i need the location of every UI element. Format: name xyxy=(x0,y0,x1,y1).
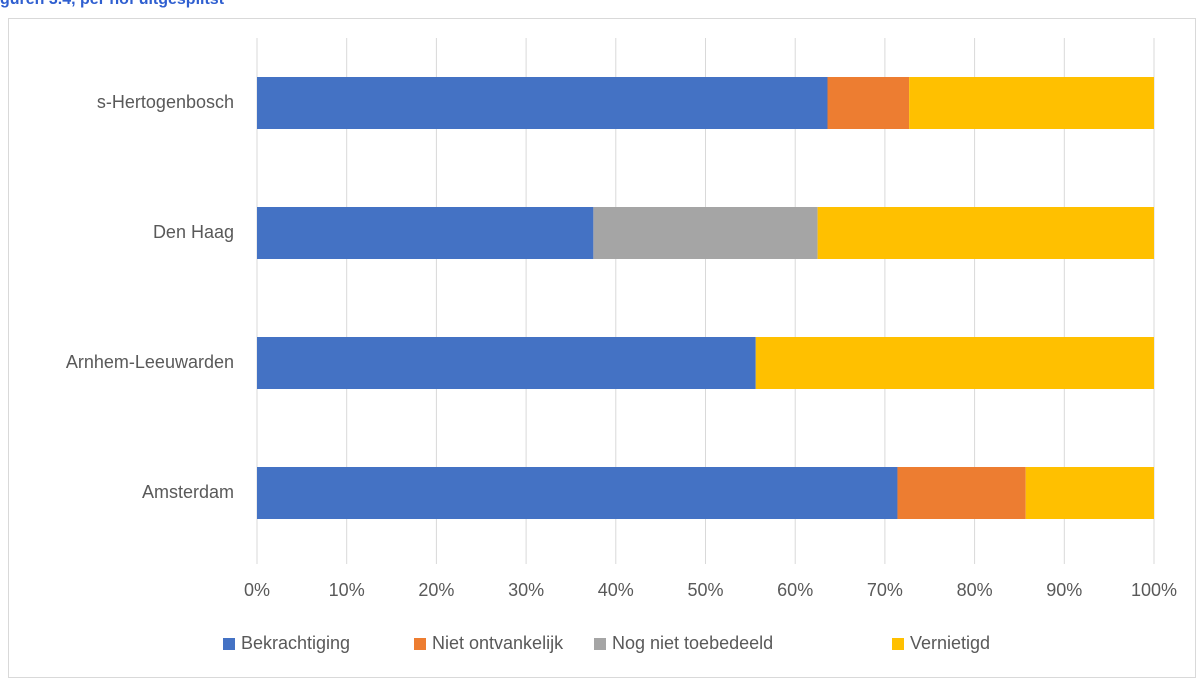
x-tick-label: 10% xyxy=(329,580,365,600)
legend-label: Niet ontvankelijk xyxy=(432,633,564,653)
legend: Bekrachtiging Niet ontvankelijk Nog niet t… xyxy=(223,633,990,653)
bar-segment xyxy=(817,207,1154,259)
category-label: s-Hertogenbosch xyxy=(97,92,234,112)
x-tick-label: 70% xyxy=(867,580,903,600)
legend-label: Nog niet toebedeeld xyxy=(612,633,773,653)
category-label: Amsterdam xyxy=(142,482,234,502)
legend-swatch xyxy=(594,638,606,650)
bar-segment xyxy=(827,77,910,129)
figure-caption: guren 3.4, per hof uitgesplitst xyxy=(0,0,224,11)
x-tick-label: 90% xyxy=(1046,580,1082,600)
legend-swatch xyxy=(892,638,904,650)
x-tick-label: 50% xyxy=(687,580,723,600)
x-tick-label: 0% xyxy=(244,580,270,600)
bar-segment xyxy=(257,207,594,259)
bar-segment xyxy=(593,207,818,259)
x-tick-label: 20% xyxy=(418,580,454,600)
bar-segment xyxy=(909,77,1154,129)
category-label: Den Haag xyxy=(153,222,234,242)
x-tick-label: 60% xyxy=(777,580,813,600)
bar-segment xyxy=(257,337,756,389)
legend-label: Bekrachtiging xyxy=(241,633,350,653)
legend-swatch xyxy=(223,638,235,650)
x-tick-label: 100% xyxy=(1131,580,1177,600)
bar-segment xyxy=(755,337,1154,389)
x-tick-label: 30% xyxy=(508,580,544,600)
category-labels: Amsterdam Arnhem-Leeuwarden Den Haag s-Hert… xyxy=(66,92,234,502)
legend-swatch xyxy=(414,638,426,650)
bar-segment xyxy=(257,467,898,519)
bars xyxy=(257,77,1154,519)
x-axis-tick-labels: 0% 10% 20% 30% 40% 50% 60% 70% 80% 90% 100% xyxy=(244,580,1177,600)
bar-segment xyxy=(1025,467,1154,519)
bar-segment xyxy=(257,77,828,129)
bar-segment xyxy=(897,467,1026,519)
x-tick-label: 80% xyxy=(957,580,993,600)
category-label: Arnhem-Leeuwarden xyxy=(66,352,234,372)
legend-label: Vernietigd xyxy=(910,633,990,653)
x-tick-label: 40% xyxy=(598,580,634,600)
